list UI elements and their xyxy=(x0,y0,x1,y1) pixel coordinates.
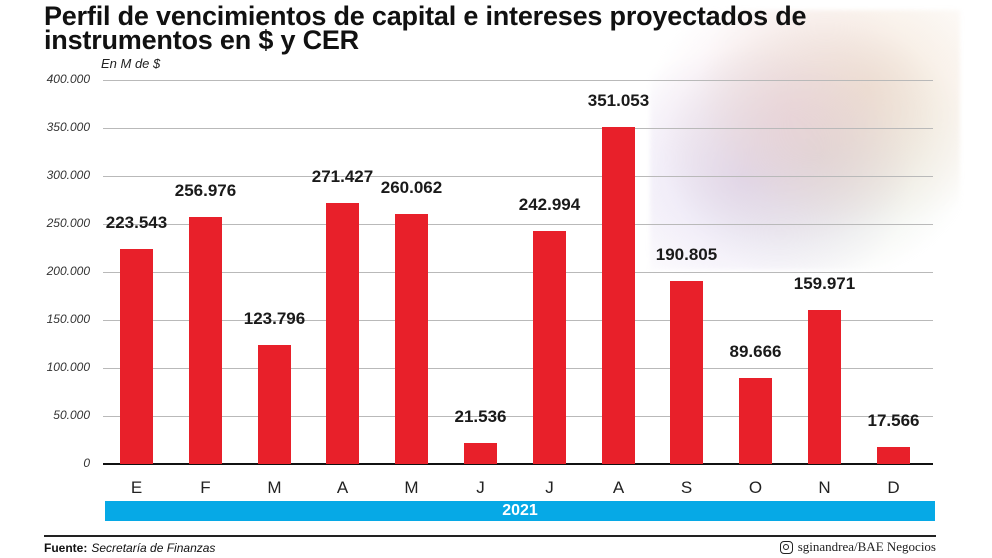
value-label: 351.053 xyxy=(587,91,650,110)
y-tick-label: 0 xyxy=(83,456,90,470)
bar-1 xyxy=(189,217,222,464)
gridline xyxy=(103,176,933,177)
value-label: 17.566 xyxy=(867,411,920,430)
bar-4 xyxy=(395,214,428,464)
x-tick-label: M xyxy=(267,478,282,497)
x-tick-label: O xyxy=(748,478,763,497)
y-tick-label: 50.000 xyxy=(53,408,90,422)
y-tick-label: 100.000 xyxy=(46,360,90,374)
bar-7 xyxy=(602,127,635,464)
x-tick-label: D xyxy=(887,478,900,497)
x-tick-label: A xyxy=(612,478,625,497)
bar-5 xyxy=(464,443,497,464)
x-tick-label: S xyxy=(680,478,693,497)
bar-0 xyxy=(120,249,153,464)
bar-3 xyxy=(326,203,359,464)
x-tick-label: E xyxy=(130,478,143,497)
gridline xyxy=(103,416,933,417)
gridline xyxy=(103,128,933,129)
value-label: 159.971 xyxy=(793,274,856,293)
year-band: 2021 xyxy=(105,501,935,521)
x-axis-line xyxy=(103,463,933,465)
x-tick-label: M xyxy=(404,478,419,497)
bar-6 xyxy=(533,231,566,464)
value-label: 223.543 xyxy=(105,213,168,232)
bar-2 xyxy=(258,345,291,464)
gridline xyxy=(103,368,933,369)
value-label: 123.796 xyxy=(243,309,306,328)
value-label: 21.536 xyxy=(454,407,507,426)
y-tick-label: 250.000 xyxy=(46,216,90,230)
x-tick-label: A xyxy=(336,478,349,497)
value-label: 271.427 xyxy=(311,167,374,186)
bar-9 xyxy=(739,378,772,464)
chart-title: Perfil de vencimientos de capital e inte… xyxy=(44,1,807,55)
value-label: 190.805 xyxy=(655,245,718,264)
gridline xyxy=(103,224,933,225)
x-tick-label: J xyxy=(476,478,485,497)
source-value: Secretaría de Finanzas xyxy=(91,541,216,555)
value-label: 260.062 xyxy=(380,178,443,197)
year-label: 2021 xyxy=(502,502,538,519)
y-tick-label: 300.000 xyxy=(46,168,90,182)
y-tick-label: 150.000 xyxy=(46,312,90,326)
x-tick-label: J xyxy=(545,478,554,497)
x-tick-label: F xyxy=(200,478,211,497)
y-tick-label: 200.000 xyxy=(46,264,90,278)
unit-label: En M de $ xyxy=(101,56,161,71)
banknotes-background-photo xyxy=(650,10,960,270)
bar-8 xyxy=(670,281,703,464)
credit-text: sginandrea/BAE Negocios xyxy=(797,539,936,554)
value-label: 256.976 xyxy=(174,181,237,200)
footer-divider xyxy=(44,535,936,537)
y-tick-label: 350.000 xyxy=(46,120,90,134)
value-label: 89.666 xyxy=(729,342,782,361)
source-label: Fuente: xyxy=(44,541,88,555)
credit: sginandrea/BAE Negocios xyxy=(779,539,936,555)
bar-10 xyxy=(808,310,841,464)
value-label: 242.994 xyxy=(518,195,581,214)
gridline xyxy=(103,80,933,81)
y-tick-label: 400.000 xyxy=(46,72,90,86)
x-tick-label: N xyxy=(818,478,831,497)
gridline xyxy=(103,272,933,273)
bar-11 xyxy=(877,447,910,464)
source-note: Fuente: Secretaría de Finanzas xyxy=(44,541,215,555)
gridline xyxy=(103,320,933,321)
instagram-icon xyxy=(779,540,793,554)
